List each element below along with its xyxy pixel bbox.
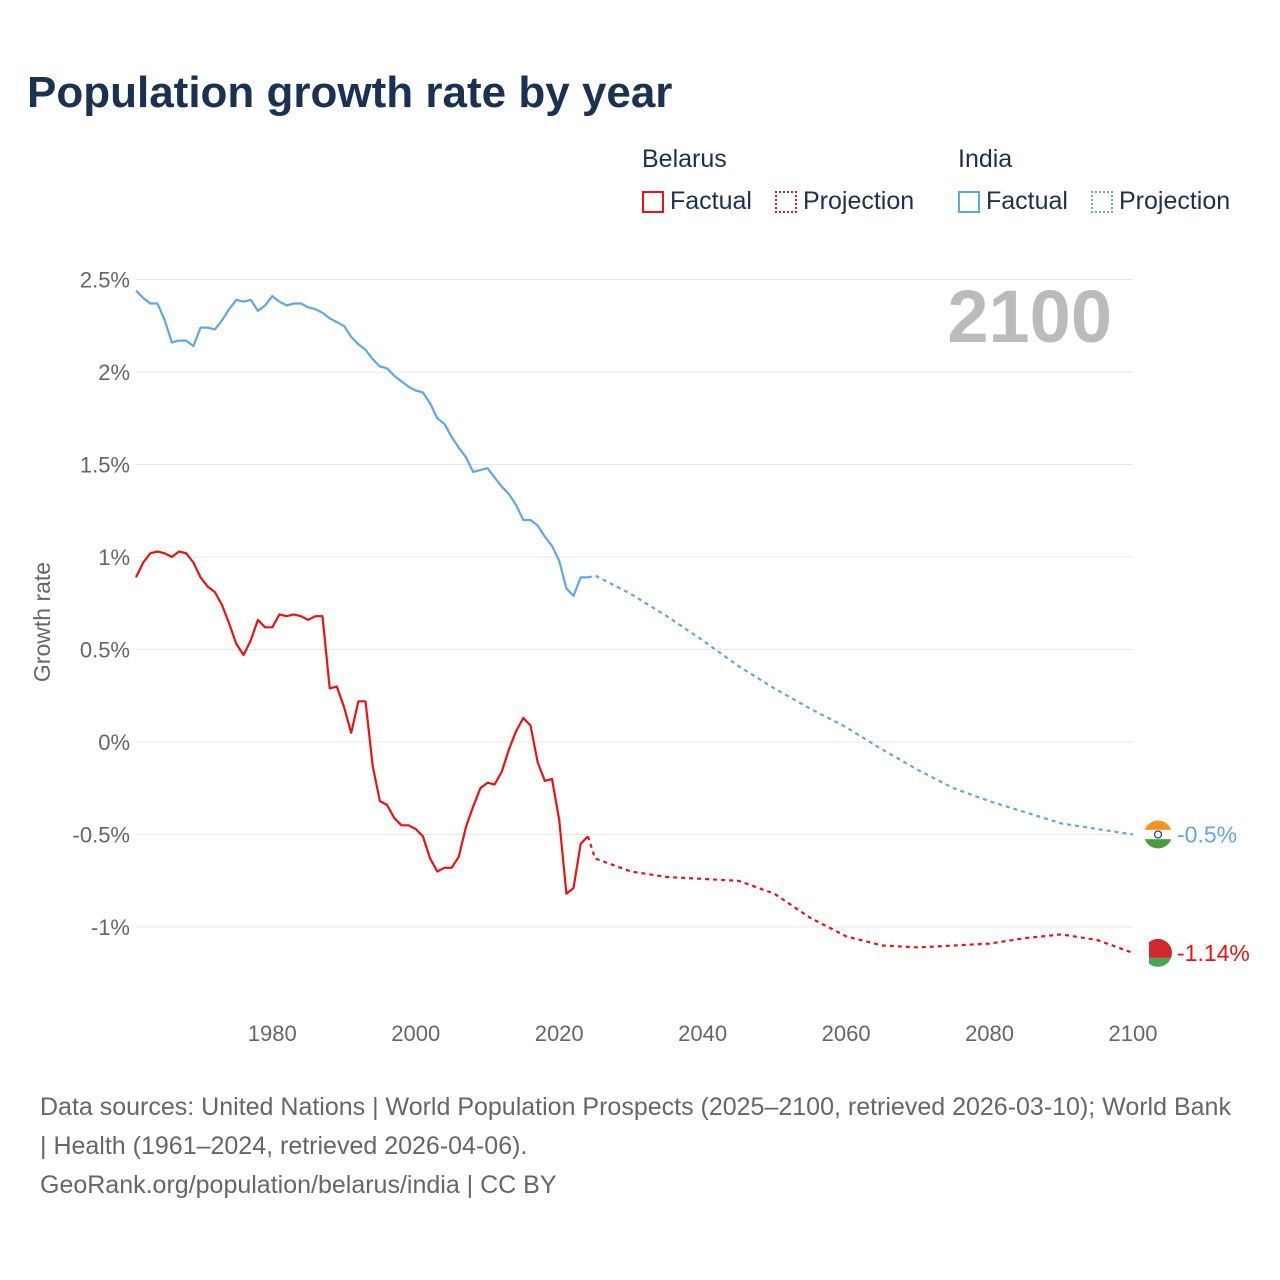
india-factual-line (135, 289, 588, 598)
swatch-dotted (1091, 190, 1113, 213)
legend-group-name: Belarus (642, 145, 727, 173)
india-projection-line (587, 574, 1134, 836)
legend-india: India Factual Projection (958, 145, 1230, 215)
legend-label: Projection (803, 187, 915, 215)
y-tick-label: 2% (98, 360, 130, 385)
belarus-projection-line (586, 836, 1134, 954)
x-tick-label: 2000 (391, 1021, 440, 1046)
y-tick-label: 2.5% (80, 268, 130, 293)
line-chart: 2.5% 2% 1.5% 1% 0.5% 0% -0.5% -1% 1980 2000 2020 20… (29, 268, 1250, 1047)
y-axis-label: Growth rate (29, 562, 55, 682)
legend-label: Factual (670, 187, 752, 215)
legend-india-factual[interactable]: Factual (958, 187, 1068, 216)
legend-india-projection[interactable]: Projection (1091, 187, 1230, 216)
y-tick-label: -0.5% (73, 823, 130, 848)
legend-label: Factual (986, 187, 1068, 215)
y-tick-label: -1% (91, 915, 130, 940)
legend-belarus-projection[interactable]: Projection (775, 187, 914, 216)
x-tick-label: 2040 (678, 1021, 727, 1046)
india-flag-icon (1144, 820, 1172, 849)
belarus-flag-icon (1144, 938, 1172, 967)
swatch-dotted (775, 190, 797, 213)
year-label: 2100 (947, 275, 1112, 358)
x-tick-label: 1980 (248, 1021, 297, 1046)
x-tick-label: 2020 (535, 1021, 584, 1046)
x-tick-label: 2080 (965, 1021, 1014, 1046)
x-tick-label: 2100 (1109, 1021, 1158, 1046)
belarus-end-label: -1.14% (1177, 940, 1250, 966)
legend-belarus-factual[interactable]: Factual (642, 187, 752, 216)
legend-group-name: India (958, 145, 1013, 173)
y-tick-label: 1.5% (80, 453, 130, 478)
y-tick-label: 0.5% (80, 638, 130, 663)
data-sources: Data sources: United Nations | World Pop… (40, 1093, 1231, 1160)
x-tick-label: 2060 (822, 1021, 871, 1046)
chart-title: Population growth rate by year (27, 68, 673, 117)
swatch-solid (642, 190, 664, 213)
swatch-solid (958, 190, 980, 213)
credit-link[interactable]: GeoRank.org/population/belarus/india | C… (40, 1171, 557, 1199)
y-tick-label: 1% (98, 545, 130, 570)
belarus-factual-line (135, 550, 589, 895)
y-tick-label: 0% (98, 730, 130, 755)
india-end-label: -0.5% (1177, 822, 1237, 848)
footer: Data sources: United Nations | World Pop… (40, 1088, 1240, 1205)
legend-belarus: Belarus Factual Projection (642, 145, 914, 215)
legend-label: Projection (1119, 187, 1231, 215)
